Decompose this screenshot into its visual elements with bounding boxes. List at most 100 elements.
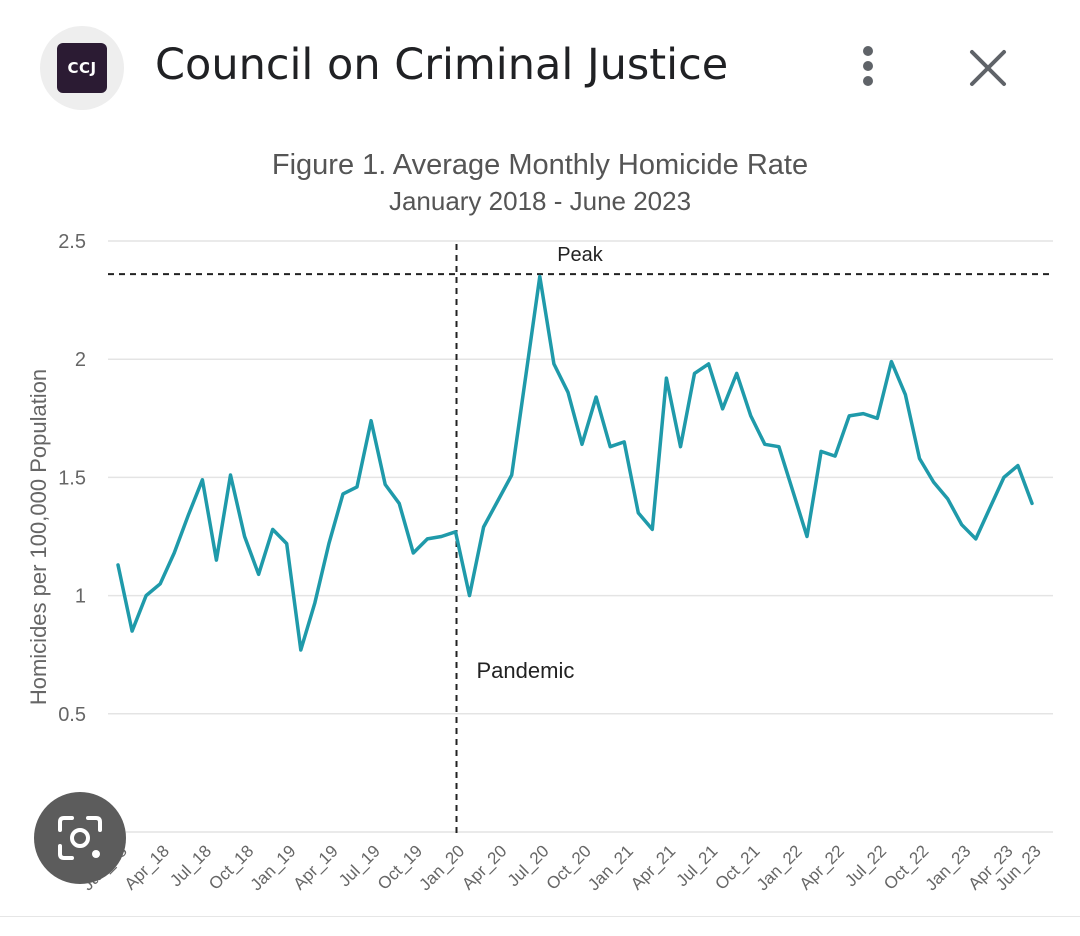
data-point [791, 490, 795, 494]
data-point [749, 414, 753, 418]
data-point [566, 390, 570, 394]
x-tick-label: Jan_22 [753, 841, 806, 894]
pandemic-annotation: Pandemic [477, 658, 575, 683]
image-search-icon [58, 816, 102, 860]
y-tick-label: 0.5 [58, 704, 86, 726]
x-tick-label: Oct_19 [374, 841, 426, 893]
data-point [1016, 464, 1020, 468]
data-point [636, 511, 640, 515]
x-tick-label: Oct_21 [711, 841, 763, 893]
more-vert-icon-dot [863, 76, 873, 86]
data-point [468, 594, 472, 598]
data-point [664, 376, 668, 380]
more-vert-icon-dot [863, 61, 873, 71]
grid-layer: 00.511.522.5 [58, 231, 1053, 844]
data-point [833, 454, 837, 458]
x-tick-label: Apr_22 [796, 841, 848, 893]
data-point [482, 525, 486, 529]
x-tick-label: Jan_23 [922, 841, 975, 894]
data-point [777, 445, 781, 449]
data-point [214, 558, 218, 562]
data-point [186, 513, 190, 517]
data-point [369, 419, 373, 423]
y-tick-label: 2.5 [58, 231, 86, 253]
data-point [172, 551, 176, 555]
data-point [918, 456, 922, 460]
more-options-button[interactable] [852, 46, 884, 90]
x-tick-label: Oct_18 [205, 841, 257, 893]
x-tick-label: Apr_18 [121, 841, 173, 893]
app-header: CCJ Council on Criminal Justice [0, 0, 1080, 130]
chart-subtitle: January 2018 - June 2023 [389, 186, 691, 216]
data-point [285, 542, 289, 546]
data-point [974, 537, 978, 541]
data-point [1002, 475, 1006, 479]
data-point [299, 648, 303, 652]
series-layer [116, 274, 1034, 652]
more-vert-icon [863, 46, 873, 56]
data-point [988, 506, 992, 510]
data-point [327, 542, 331, 546]
close-button[interactable] [966, 46, 1010, 90]
data-point [594, 395, 598, 399]
data-point [889, 360, 893, 364]
data-point [763, 442, 767, 446]
data-point [271, 527, 275, 531]
data-point [847, 414, 851, 418]
series-line-0 [116, 274, 1034, 652]
data-point [383, 482, 387, 486]
data-point [707, 362, 711, 366]
chart-title: Figure 1. Average Monthly Homicide Rate [272, 149, 808, 181]
y-tick-label: 1 [75, 586, 86, 608]
data-point [257, 572, 261, 576]
peak-annotation: Peak [557, 244, 604, 266]
x-tick-label: Jan_21 [584, 841, 637, 894]
data-point [805, 535, 809, 539]
close-icon [970, 50, 1006, 86]
reference-lines: Peak Pandemic [108, 244, 1053, 833]
data-point [650, 527, 654, 531]
data-point [397, 501, 401, 505]
y-axis-label: Homicides per 100,000 Population [26, 369, 51, 705]
data-point [1030, 501, 1034, 505]
data-point [130, 629, 134, 633]
google-lens-button[interactable] [34, 792, 126, 884]
data-point [313, 601, 317, 605]
divider [0, 916, 1080, 917]
data-point [608, 445, 612, 449]
x-tick-label: Apr_21 [627, 841, 679, 893]
data-point [861, 412, 865, 416]
site-logo[interactable]: CCJ [40, 26, 124, 110]
data-point [960, 523, 964, 527]
page-title: Council on Criminal Justice [155, 40, 729, 90]
data-point [622, 440, 626, 444]
data-point [875, 416, 879, 420]
data-point [538, 274, 542, 278]
homicide-rate-chart: Figure 1. Average Monthly Homicide Rate … [26, 149, 1053, 894]
y-tick-label: 2 [75, 349, 86, 371]
data-point [552, 362, 556, 366]
x-tick-label: Oct_22 [880, 841, 932, 893]
data-point [510, 473, 514, 477]
data-point [200, 478, 204, 482]
data-point [932, 480, 936, 484]
data-point [819, 449, 823, 453]
data-point [341, 492, 345, 496]
data-point [243, 535, 247, 539]
data-point [693, 371, 697, 375]
data-point [453, 530, 457, 534]
data-point [678, 445, 682, 449]
data-point [524, 374, 528, 378]
data-point [411, 551, 415, 555]
data-point [355, 485, 359, 489]
x-tick-label: Oct_20 [543, 841, 595, 893]
x-tick-labels: Jan_18Apr_18Jul_18Oct_18Jan_19Apr_19Jul_… [78, 841, 1045, 894]
x-tick-label: Apr_19 [290, 841, 342, 893]
x-tick-label: Jan_20 [415, 841, 468, 894]
data-point [425, 537, 429, 541]
data-point [496, 499, 500, 503]
data-point [735, 371, 739, 375]
data-point [439, 535, 443, 539]
data-point [228, 473, 232, 477]
data-point [116, 563, 120, 567]
